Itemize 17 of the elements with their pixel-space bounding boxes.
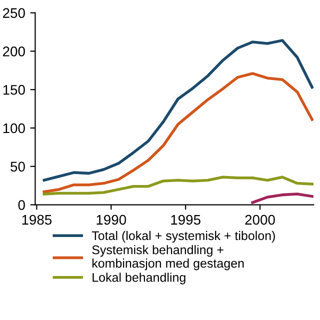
legend-label: Total (lokal + systemisk + tibolon) bbox=[92, 230, 275, 243]
legend-label: Lokal behandling bbox=[92, 272, 186, 284]
x-tick-label: 1990 bbox=[96, 214, 126, 225]
x-tick-label: 1995 bbox=[171, 214, 200, 225]
line-series bbox=[42, 39, 314, 182]
y-tick-label: 50 bbox=[10, 162, 25, 172]
x-tick-label: 1985 bbox=[22, 214, 52, 225]
line-series bbox=[42, 176, 314, 196]
legend-label: Systemisk behandling + kombinasjon med gestagen bbox=[92, 245, 244, 270]
y-tick-label: 0 bbox=[18, 200, 25, 210]
x-tick-label: 2000 bbox=[245, 214, 275, 225]
y-tick-label: 150 bbox=[3, 84, 25, 95]
y-tick-label: 250 bbox=[3, 8, 25, 18]
line-series bbox=[251, 192, 314, 204]
y-tick-label: 200 bbox=[3, 46, 25, 56]
line-series bbox=[42, 72, 314, 194]
y-tick-label: 100 bbox=[3, 123, 25, 134]
